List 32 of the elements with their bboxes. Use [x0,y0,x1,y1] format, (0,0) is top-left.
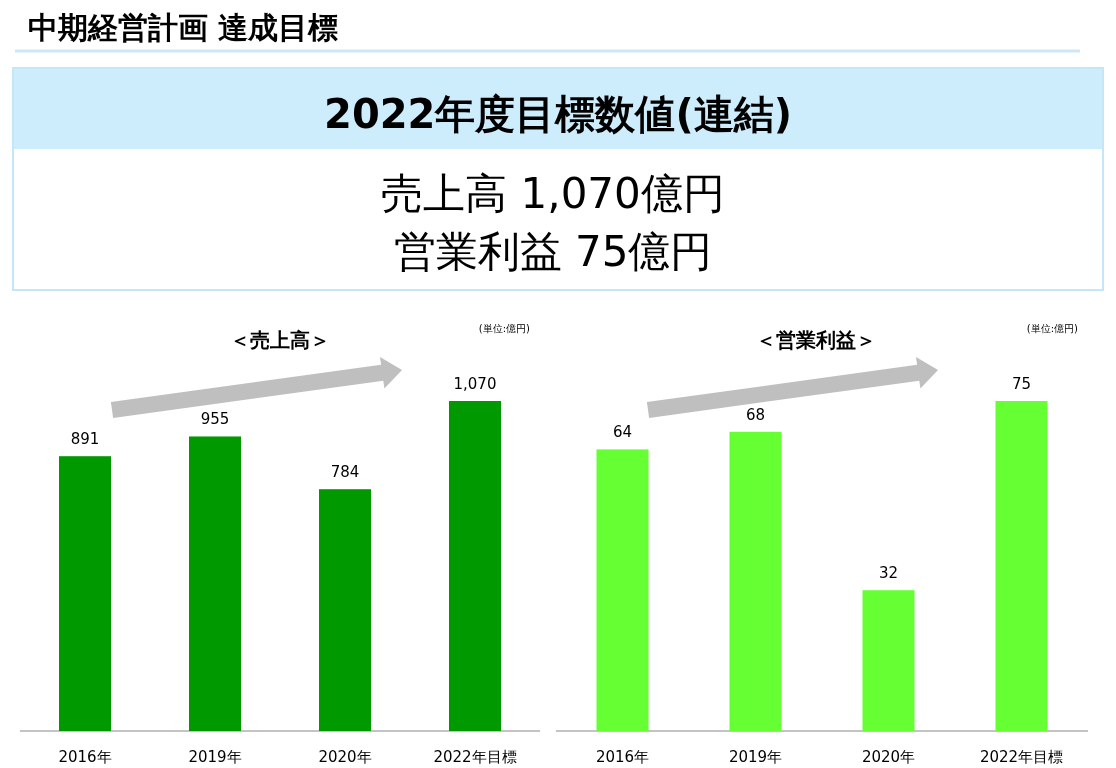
data-label: 891 [70,430,100,449]
data-label: 64 [612,423,633,442]
bar [449,401,501,731]
bar [189,436,241,731]
text: 中期経営計画 達成目標 [28,10,339,45]
text: (単位:億円) [478,323,531,334]
data-label: 784 [330,463,360,482]
data-label: 75 [1011,375,1032,393]
bar [319,489,371,731]
bar [862,590,915,731]
x-tick-label: 2019年 [188,748,242,766]
data-label: 955 [200,410,230,429]
chart-title: ＜売上高＞ [230,328,330,352]
data-label: 1,070 [453,375,497,393]
x-tick-label: 2016年 [58,748,112,766]
x-tick-label: 2020年 [861,748,916,766]
bar [995,401,1048,731]
bar [59,456,111,731]
text: 売上高 1,070億円 [381,169,725,218]
x-tick-label: 2019年 [728,748,783,766]
data-label: 68 [745,405,766,424]
bar [596,449,649,731]
x-tick-label: 2016年 [595,748,650,766]
text: 営業利益 75億円 [393,227,713,276]
x-tick-label: 2022年目標 [433,748,517,766]
text: (単位:億円) [1026,323,1079,334]
bar [729,431,782,731]
text: 2022年度目標数値(連結) [324,91,792,137]
data-label: 32 [878,564,899,583]
x-tick-label: 2022年目標 [979,748,1064,766]
x-tick-label: 2020年 [318,748,372,766]
chart-title: ＜営業利益＞ [756,328,876,352]
